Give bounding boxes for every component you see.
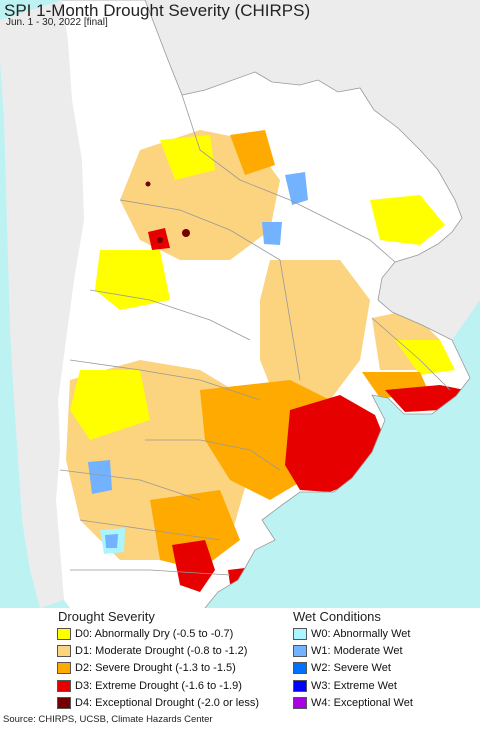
legend-label-d2: D2: Severe Drought (-1.3 to -1.5) [75, 662, 236, 675]
legend-label-d3: D3: Extreme Drought (-1.6 to -1.9) [75, 679, 242, 692]
wet-legend-heading: Wet Conditions [293, 609, 381, 624]
w1-area-southwest [88, 460, 112, 494]
d4-spot-2 [157, 237, 163, 243]
legend-label-d4: D4: Exceptional Drought (-2.0 or less) [75, 697, 260, 710]
legend-swatch-w1 [293, 645, 307, 658]
legend-label-w3: W3: Extreme Wet [311, 679, 397, 692]
legend-item-w4: W4: Exceptional Wet [293, 695, 413, 712]
legend-label-w1: W1: Moderate Wet [311, 645, 403, 658]
d0-area-east [370, 195, 445, 245]
d0-area-southwest [70, 370, 150, 440]
legend-item-d2: D2: Severe Drought (-1.3 to -1.5) [57, 660, 259, 677]
legend-swatch-d1 [57, 645, 71, 658]
legend-label-w2: W2: Severe Wet [311, 662, 391, 675]
legend-item-d4: D4: Exceptional Drought (-2.0 or less) [57, 695, 259, 712]
legend-label-w4: W4: Exceptional Wet [311, 697, 413, 710]
drought-legend-heading: Drought Severity [58, 609, 155, 624]
wet-legend: W0: Abnormally Wet W1: Moderate Wet W2: … [293, 625, 413, 712]
legend-swatch-d4 [57, 697, 71, 710]
drought-map [0, 0, 480, 608]
legend-label-w0: W0: Abnormally Wet [311, 627, 411, 640]
d4-spot-3 [145, 181, 151, 187]
legend-item-d0: D0: Abnormally Dry (-0.5 to -0.7) [57, 625, 259, 642]
legend-label-d1: D1: Moderate Drought (-0.8 to -1.2) [75, 645, 248, 658]
map-subtitle: Jun. 1 - 30, 2022 [final] [6, 17, 108, 28]
d0-area-west [95, 250, 170, 310]
d1-area-northwest [120, 130, 280, 260]
d0-area-uruguay [395, 340, 455, 375]
w1-area-central [262, 222, 282, 245]
legend-item-d1: D1: Moderate Drought (-0.8 to -1.2) [57, 642, 259, 659]
legend-swatch-w0 [293, 627, 307, 640]
drought-legend: D0: Abnormally Dry (-0.5 to -0.7) D1: Mo… [57, 625, 259, 712]
legend-swatch-w3 [293, 679, 307, 692]
outside-region-west [0, 0, 145, 608]
d3-area-south [172, 540, 215, 592]
w1-area-south [105, 534, 118, 548]
legend-item-d3: D3: Extreme Drought (-1.6 to -1.9) [57, 677, 259, 694]
legend-swatch-w2 [293, 662, 307, 675]
w1-area-north [285, 172, 308, 205]
legend-item-w2: W2: Severe Wet [293, 660, 413, 677]
d4-spot-1 [182, 229, 190, 237]
d2-area-north [230, 130, 275, 175]
legend-swatch-w4 [293, 697, 307, 710]
legend-item-w0: W0: Abnormally Wet [293, 625, 413, 642]
d1-area-central [260, 260, 370, 410]
legend-swatch-d2 [57, 662, 71, 675]
legend-item-w3: W3: Extreme Wet [293, 677, 413, 694]
outside-region-north [62, 0, 480, 340]
d0-area-north [160, 135, 215, 180]
legend-label-d0: D0: Abnormally Dry (-0.5 to -0.7) [75, 627, 234, 640]
legend-swatch-d3 [57, 679, 71, 692]
source-credit: Source: CHIRPS, UCSB, Climate Hazards Ce… [3, 714, 213, 725]
legend-swatch-d0 [57, 627, 71, 640]
map-title: SPI 1-Month Drought Severity (CHIRPS) [4, 1, 311, 20]
d2-area-south [150, 490, 240, 570]
boundaries [59, 0, 471, 608]
legend-item-w1: W1: Moderate Wet [293, 642, 413, 659]
